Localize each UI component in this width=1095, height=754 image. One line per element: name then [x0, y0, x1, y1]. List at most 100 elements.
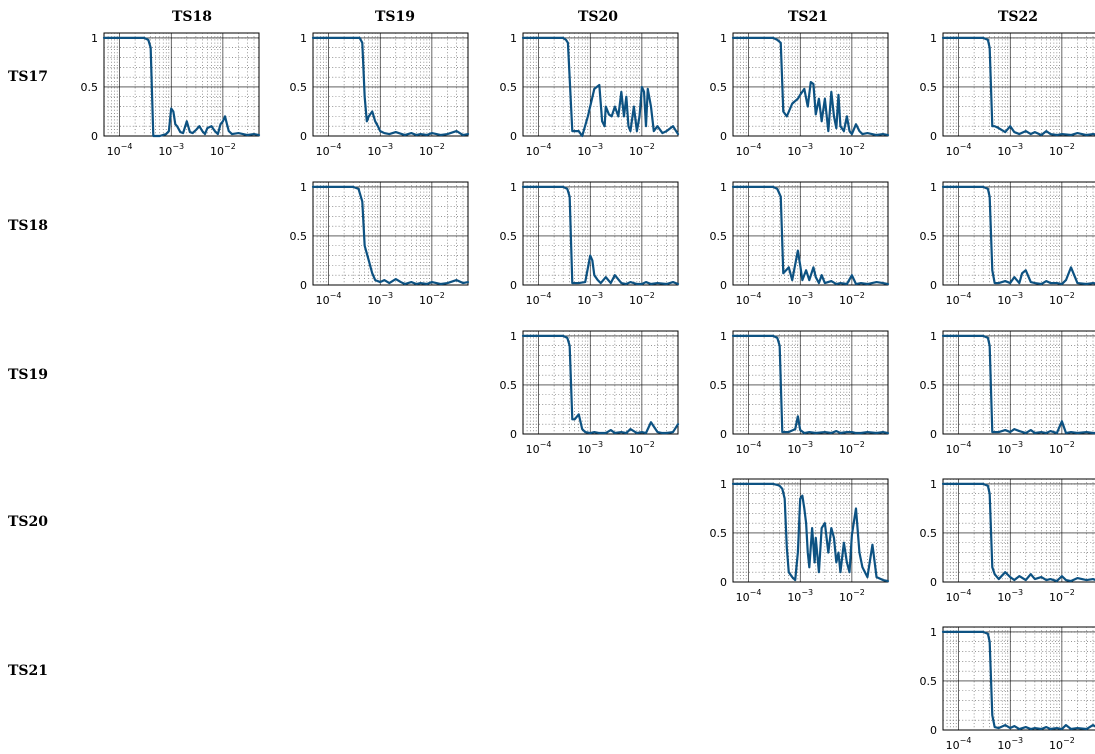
y-tick-label: 1: [720, 32, 727, 45]
x-tick-label: 10−3: [997, 736, 1023, 752]
x-tick-label: 10−4: [736, 142, 762, 158]
series-line: [102, 36, 261, 138]
panel-ts20-ts21: 0 0.5 1 10−4 10−3 10−2: [710, 478, 890, 604]
row-titles: TS17 TS18 TS19 TS20 TS21: [8, 69, 48, 679]
y-tick-label: 0.5: [920, 527, 938, 540]
x-tick-label: 10−4: [526, 291, 552, 307]
plot-frame: [522, 181, 679, 286]
y-tick-label: 1: [720, 330, 727, 343]
x-tick-label: 10−3: [997, 588, 1023, 604]
x-tick-label: 10−3: [577, 142, 603, 158]
y-tick-label: 1: [91, 32, 98, 45]
x-tick-label: 10−3: [787, 291, 813, 307]
panel-ts17-ts19: 0 0.5 1 10−4 10−3 10−2: [290, 32, 470, 158]
y-tick-label: 1: [930, 330, 937, 343]
y-tick-label: 0: [930, 428, 937, 441]
y-tick-label: 1: [930, 478, 937, 491]
row-title-ts21: TS21: [8, 663, 48, 679]
x-tick-label: 10−2: [1049, 736, 1075, 752]
panels-layer: 0 0.5 1 10−4 10−3 10−2 0 0.5 1 10−4 10−3 10−2 0 0.5 1 1…: [81, 32, 1095, 752]
x-tick-label: 10−4: [736, 440, 762, 456]
series-line: [521, 185, 680, 286]
x-tick-label: 10−2: [419, 142, 445, 158]
x-tick-label: 10−3: [577, 440, 603, 456]
x-tick-label: 10−4: [946, 291, 972, 307]
y-tick-label: 1: [720, 181, 727, 194]
column-title-ts18: TS18: [172, 9, 212, 25]
plot-frame: [732, 330, 889, 435]
y-tick-label: 1: [510, 330, 517, 343]
y-tick-label: 0: [300, 130, 307, 143]
y-tick-label: 0: [720, 130, 727, 143]
plot-frame: [312, 32, 469, 137]
column-titles: TS18 TS19 TS20 TS21 TS22: [172, 9, 1038, 25]
x-tick-label: 10−4: [736, 588, 762, 604]
x-tick-label: 10−2: [839, 291, 865, 307]
x-tick-label: 10−3: [997, 440, 1023, 456]
y-tick-label: 0: [720, 576, 727, 589]
y-tick-label: 0.5: [920, 81, 938, 94]
column-title-ts22: TS22: [998, 9, 1038, 25]
panel-ts21-ts22: 0 0.5 1 10−4 10−3 10−2: [920, 626, 1095, 752]
y-tick-label: 0: [720, 428, 727, 441]
y-tick-label: 0.5: [710, 230, 728, 243]
y-tick-label: 0.5: [500, 379, 518, 392]
plot-frame: [732, 478, 889, 583]
x-tick-label: 10−4: [946, 736, 972, 752]
y-tick-label: 0: [930, 724, 937, 737]
panel-ts17-ts20: 0 0.5 1 10−4 10−3 10−2: [500, 32, 680, 158]
panel-ts18-ts22: 0 0.5 1 10−4 10−3 10−2: [920, 181, 1095, 307]
x-tick-label: 10−2: [1049, 142, 1075, 158]
y-tick-label: 1: [720, 478, 727, 491]
x-tick-label: 10−4: [316, 142, 342, 158]
x-tick-label: 10−3: [997, 142, 1023, 158]
row-title-ts20: TS20: [8, 514, 48, 530]
series-line: [731, 482, 890, 583]
x-tick-label: 10−2: [629, 440, 655, 456]
y-tick-label: 1: [510, 32, 517, 45]
row-title-ts18: TS18: [8, 218, 48, 234]
y-tick-label: 1: [930, 32, 937, 45]
x-tick-label: 10−3: [787, 142, 813, 158]
series-line: [731, 185, 890, 286]
series-line: [941, 334, 1095, 435]
y-tick-label: 0.5: [920, 675, 938, 688]
x-tick-label: 10−3: [158, 142, 184, 158]
x-tick-label: 10−2: [629, 142, 655, 158]
y-tick-label: 1: [930, 626, 937, 639]
series-line: [521, 36, 680, 138]
y-tick-label: 0.5: [710, 527, 728, 540]
x-tick-label: 10−4: [526, 440, 552, 456]
y-tick-label: 0.5: [920, 230, 938, 243]
x-tick-label: 10−3: [577, 291, 603, 307]
y-tick-label: 0: [91, 130, 98, 143]
x-tick-label: 10−4: [316, 291, 342, 307]
plot-frame: [942, 32, 1095, 137]
y-tick-label: 0: [510, 428, 517, 441]
y-tick-label: 0: [300, 279, 307, 292]
x-tick-label: 10−3: [367, 142, 393, 158]
panel-ts19-ts22: 0 0.5 1 10−4 10−3 10−2: [920, 330, 1095, 456]
plot-frame: [522, 330, 679, 435]
panel-ts20-ts22: 0 0.5 1 10−4 10−3 10−2: [920, 478, 1095, 604]
y-tick-label: 0.5: [81, 81, 99, 94]
series-line: [941, 36, 1095, 137]
x-tick-label: 10−2: [1049, 440, 1075, 456]
column-title-ts19: TS19: [375, 9, 415, 25]
x-tick-label: 10−2: [839, 142, 865, 158]
x-tick-label: 10−2: [629, 291, 655, 307]
x-tick-label: 10−4: [526, 142, 552, 158]
y-tick-label: 0: [510, 130, 517, 143]
y-tick-label: 1: [300, 181, 307, 194]
plot-frame: [103, 32, 260, 137]
panel-ts17-ts18: 0 0.5 1 10−4 10−3 10−2: [81, 32, 261, 158]
x-tick-label: 10−3: [367, 291, 393, 307]
plot-frame: [522, 32, 679, 137]
panel-ts19-ts20: 0 0.5 1 10−4 10−3 10−2: [500, 330, 680, 456]
y-tick-label: 1: [510, 181, 517, 194]
column-title-ts21: TS21: [788, 9, 828, 25]
y-tick-label: 0: [510, 279, 517, 292]
row-title-ts19: TS19: [8, 367, 48, 383]
series-line: [731, 36, 890, 137]
